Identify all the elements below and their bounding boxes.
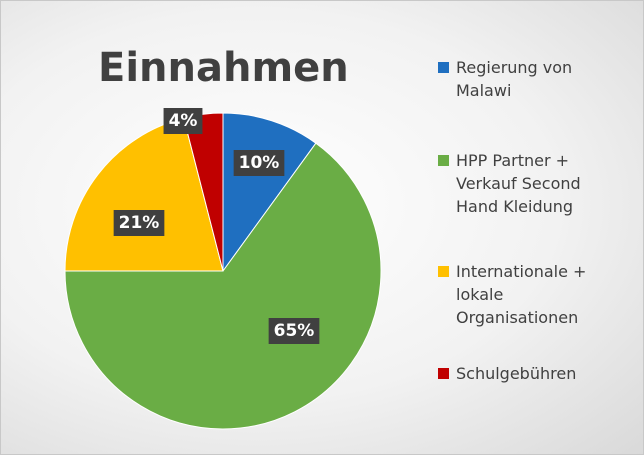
data-label: 65% [274,321,315,341]
legend-label: HPP Partner + Verkauf Second Hand Kleidu… [456,151,581,216]
legend-entry: Internationale + lokale Organisationen [438,260,608,329]
data-label-group: 21% [113,210,165,236]
legend-swatch [438,155,449,166]
legend-swatch [438,368,449,379]
legend-entry: Regierung von Malawi [438,56,588,102]
legend-entry: HPP Partner + Verkauf Second Hand Kleidu… [438,149,598,218]
data-label-box [163,108,203,134]
legend-swatch [438,62,449,73]
legend-label: Internationale + lokale Organisationen [456,262,587,327]
legend-entry: Schulgebühren [438,362,608,385]
data-label: 10% [239,153,280,173]
chart-title: Einnahmen [98,45,349,91]
data-label-box [268,318,320,344]
data-label-group: 4% [163,108,203,134]
legend-swatch [438,266,449,277]
data-label-group: 10% [233,150,285,176]
data-label: 21% [119,213,160,233]
legend-label: Schulgebühren [456,364,577,383]
data-label-box [113,210,165,236]
data-label-box [233,150,285,176]
data-label: 4% [169,111,198,131]
legend-label: Regierung von Malawi [456,58,573,100]
data-label-group: 65% [268,318,320,344]
pie-slice [64,142,382,430]
